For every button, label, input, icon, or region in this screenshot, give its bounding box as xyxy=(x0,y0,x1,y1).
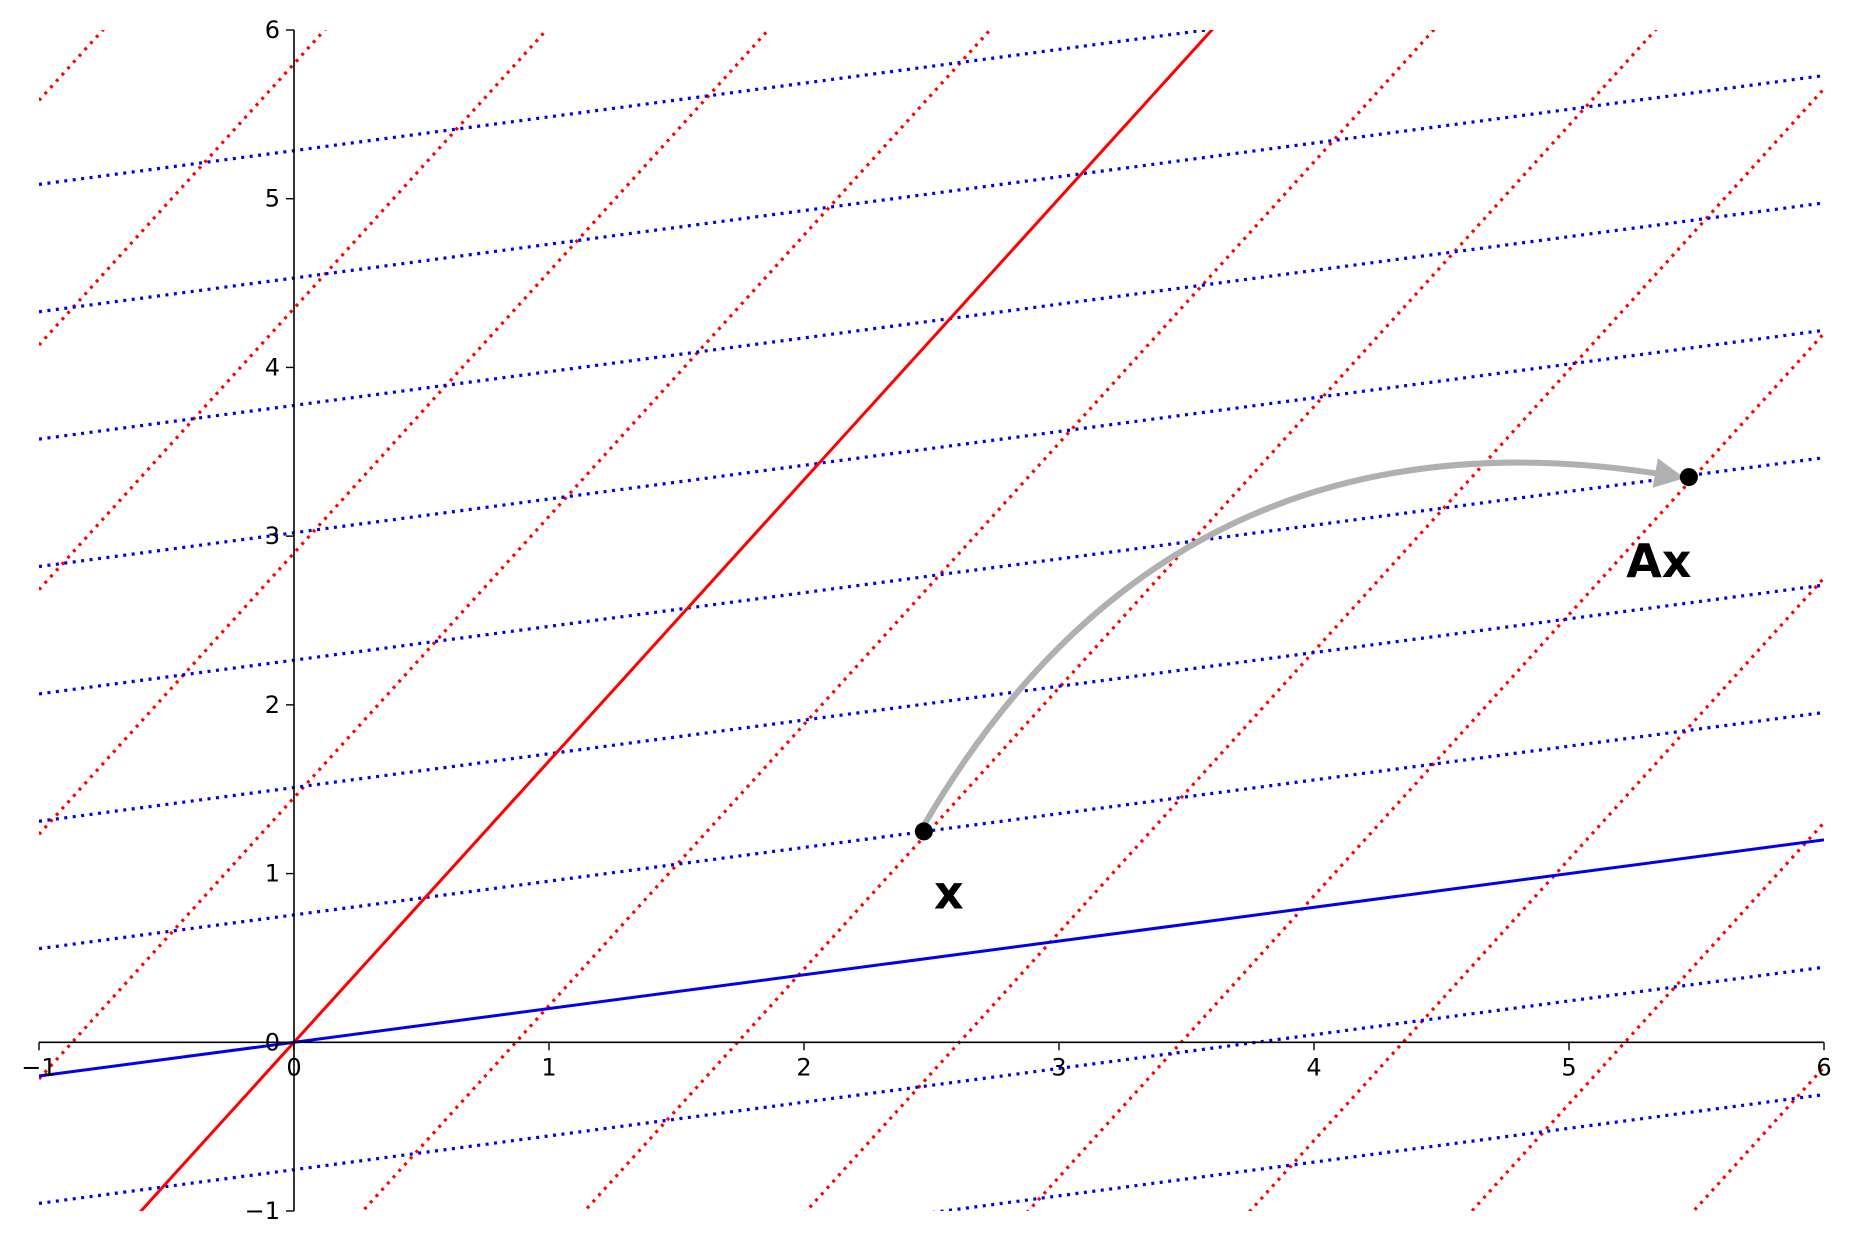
grid-line xyxy=(39,583,1824,823)
grid-line xyxy=(39,30,327,347)
grid-line xyxy=(39,73,1824,314)
grid-line xyxy=(39,30,549,591)
grid-line xyxy=(39,710,1824,951)
grid-line xyxy=(39,30,1218,186)
y-tick-label: 5 xyxy=(265,185,280,213)
point-label: x xyxy=(934,865,964,919)
grid-line xyxy=(39,30,993,1080)
y-tick-label: 2 xyxy=(265,691,280,719)
plot-lines xyxy=(39,30,1824,1211)
x-tick-label: 6 xyxy=(1816,1053,1831,1081)
grid-line xyxy=(1691,1066,1824,1211)
point xyxy=(1679,468,1698,487)
x-tick-label: 3 xyxy=(1051,1053,1066,1081)
y-tick-label: 4 xyxy=(265,353,280,381)
grid-line xyxy=(1026,332,1824,1211)
y-tick-label: −1 xyxy=(245,1197,280,1225)
x-tick-label: 5 xyxy=(1561,1053,1576,1081)
grid-line xyxy=(39,965,1824,1205)
x-tick-label: 4 xyxy=(1306,1053,1321,1081)
x-tick-label: 1 xyxy=(541,1053,556,1081)
y-tick-label: 0 xyxy=(265,1028,280,1056)
grid-line xyxy=(39,30,771,836)
point-label: Ax xyxy=(1626,534,1691,588)
line xyxy=(139,30,1214,1211)
y-tick-label: 6 xyxy=(265,16,280,44)
arrow xyxy=(921,458,1685,827)
points: x Ax xyxy=(914,458,1698,919)
grid-line xyxy=(932,1093,1824,1211)
grid-line xyxy=(39,456,1824,696)
grid-line xyxy=(39,30,105,102)
grid-line xyxy=(39,328,1824,569)
grid-line xyxy=(582,30,1658,1211)
x-tick-label: −1 xyxy=(21,1053,56,1081)
grid-line xyxy=(1247,576,1824,1211)
x-tick-label: 0 xyxy=(286,1053,301,1081)
point xyxy=(914,822,933,841)
grid-line xyxy=(39,201,1824,441)
y-tick-label: 3 xyxy=(265,522,280,550)
axes: −1 0 1 2 3 4 5 6 −1 0 1 2 3 4 5 6 xyxy=(21,16,1831,1225)
x-tick-label: 2 xyxy=(796,1053,811,1081)
y-tick-label: 1 xyxy=(265,860,280,888)
grid-line xyxy=(804,87,1824,1211)
grid-line xyxy=(1469,821,1824,1211)
grid-line xyxy=(360,30,1436,1211)
line xyxy=(39,838,1824,1078)
